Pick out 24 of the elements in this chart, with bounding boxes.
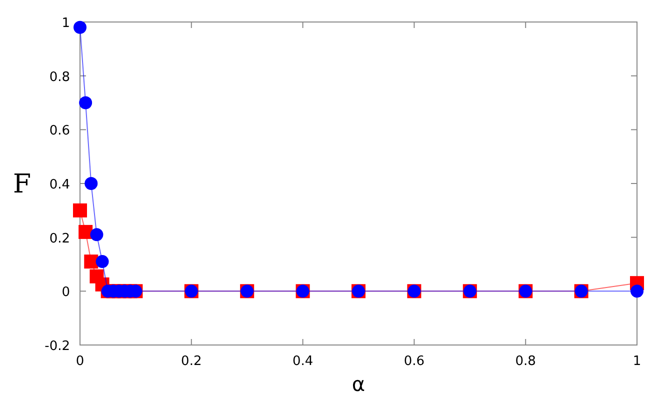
point xyxy=(79,96,92,110)
y-tick-label: 0.6 xyxy=(49,124,70,139)
point xyxy=(96,255,109,268)
point xyxy=(90,228,104,242)
y-tick-label: 0.4 xyxy=(49,178,70,192)
y-tick-label: -0.2 xyxy=(44,339,70,354)
point xyxy=(78,224,93,239)
y-tick-label: 0 xyxy=(62,285,70,300)
y-axis-title: F xyxy=(12,170,32,200)
x-tick-label: 0.2 xyxy=(181,354,202,369)
x-tick-label: 0.8 xyxy=(515,354,536,369)
point xyxy=(84,254,98,269)
x-tick-label: 0 xyxy=(76,354,84,369)
y-tick-label: 0.2 xyxy=(49,231,70,246)
x-tick-label: 0.6 xyxy=(404,354,425,369)
y-tick-label: 1 xyxy=(62,16,70,31)
point xyxy=(73,203,87,218)
point xyxy=(74,20,86,34)
x-axis-title: α xyxy=(352,372,366,396)
x-tick-label: 1 xyxy=(632,354,642,369)
x-tick-label: 0.4 xyxy=(292,354,314,369)
y-tick-label: 0.8 xyxy=(49,70,70,85)
point xyxy=(630,284,644,298)
point xyxy=(84,177,98,190)
